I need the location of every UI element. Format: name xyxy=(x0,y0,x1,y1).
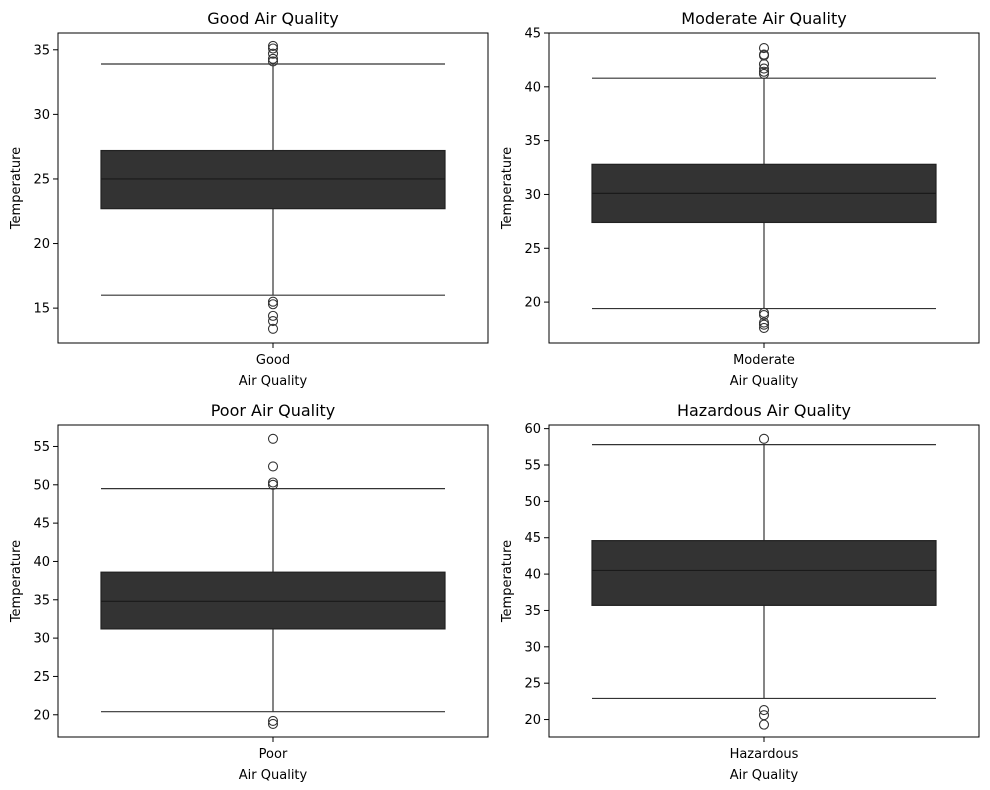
y-axis-label: Temperature xyxy=(500,147,515,230)
outlier-point xyxy=(267,48,279,59)
x-axis-label: Air Quality xyxy=(239,374,308,389)
outlier-point xyxy=(267,296,279,307)
x-tick-label: Poor xyxy=(259,747,288,762)
y-tick-label: 35 xyxy=(33,43,50,58)
outlier-point xyxy=(267,310,279,321)
x-tick-label: Good xyxy=(256,353,290,368)
outlier-point xyxy=(267,56,279,67)
outlier-point xyxy=(267,479,279,490)
x-axis-label: Air Quality xyxy=(730,374,799,389)
outlier-point xyxy=(267,40,279,51)
y-tick-label: 25 xyxy=(33,670,50,685)
y-tick-label: 30 xyxy=(524,188,541,203)
y-tick-label: 25 xyxy=(524,242,541,257)
subplot-title: Good Air Quality xyxy=(207,9,338,28)
outlier-point xyxy=(267,433,279,444)
y-tick-label: 20 xyxy=(524,713,541,728)
outlier-point xyxy=(758,307,770,318)
y-tick-label: 45 xyxy=(33,517,50,532)
y-tick-label: 20 xyxy=(33,708,50,723)
iqr-box xyxy=(100,149,446,210)
outlier-point xyxy=(267,718,279,730)
y-tick-label: 40 xyxy=(524,80,541,95)
y-tick-label: 40 xyxy=(524,568,541,583)
y-tick-label: 55 xyxy=(33,440,50,455)
y-tick-label: 35 xyxy=(524,604,541,619)
x-axis-label: Air Quality xyxy=(730,768,799,783)
y-tick-label: 25 xyxy=(524,677,541,692)
y-tick-label: 30 xyxy=(33,108,50,123)
outlier-point xyxy=(758,63,770,74)
outlier-point xyxy=(267,323,279,334)
outlier-point xyxy=(267,43,279,54)
iqr-box xyxy=(591,540,937,606)
subplot-title: Hazardous Air Quality xyxy=(677,401,851,420)
outlier-point xyxy=(267,461,279,472)
y-tick-label: 60 xyxy=(524,422,541,437)
outlier-point xyxy=(758,705,770,716)
outlier-point xyxy=(758,309,770,321)
x-tick-label: Hazardous xyxy=(730,747,799,762)
outlier-point xyxy=(267,315,279,327)
y-tick-label: 45 xyxy=(524,531,541,546)
subplot-poor: 20 25 30 35 40 45 50 55 Poor Air Quality Temperatu… xyxy=(9,401,489,783)
y-tick-label: 35 xyxy=(524,134,541,149)
y-tick-label: 35 xyxy=(33,593,50,608)
y-axis-label: Temperature xyxy=(500,540,515,623)
y-tick-label: 20 xyxy=(524,296,541,311)
outlier-point xyxy=(758,59,770,70)
outlier-point xyxy=(267,477,279,488)
iqr-box xyxy=(100,571,446,630)
subplot-title: Moderate Air Quality xyxy=(681,9,846,28)
subplot-title: Poor Air Quality xyxy=(211,401,336,420)
subplot-moderate: 20 25 30 35 40 45 Moderate Air Quality Temperatu… xyxy=(500,9,980,389)
y-axis-label: Temperature xyxy=(9,147,24,230)
y-tick-label: 30 xyxy=(33,632,50,647)
outlier-point xyxy=(267,299,279,310)
outlier-point xyxy=(758,43,770,54)
y-tick-label: 20 xyxy=(33,237,50,252)
y-tick-label: 45 xyxy=(524,27,541,42)
y-tick-label: 25 xyxy=(33,172,50,187)
outlier-point xyxy=(758,433,770,444)
outlier-point xyxy=(758,710,770,721)
x-tick-label: Moderate xyxy=(733,353,795,368)
y-tick-label: 55 xyxy=(524,459,541,474)
outlier-point xyxy=(758,719,770,730)
outlier-point xyxy=(267,53,279,64)
outlier-point xyxy=(267,715,279,726)
outlier-point xyxy=(758,322,770,333)
y-tick-label: 50 xyxy=(33,478,50,493)
y-tick-label: 30 xyxy=(524,640,541,655)
y-axis-label: Temperature xyxy=(9,540,24,623)
y-tick-label: 15 xyxy=(33,302,50,317)
outlier-point xyxy=(758,319,770,330)
subplot-hazardous: 20 25 30 35 40 45 50 55 60 Hazardous Air Quality Te… xyxy=(500,401,980,783)
y-tick-label: 50 xyxy=(524,495,541,510)
subplot-good: 15 20 25 30 35 Good Air Quality Temperature Good… xyxy=(9,9,489,389)
y-tick-label: 40 xyxy=(33,555,50,570)
x-axis-label: Air Quality xyxy=(239,768,308,783)
outlier-point xyxy=(758,68,770,79)
